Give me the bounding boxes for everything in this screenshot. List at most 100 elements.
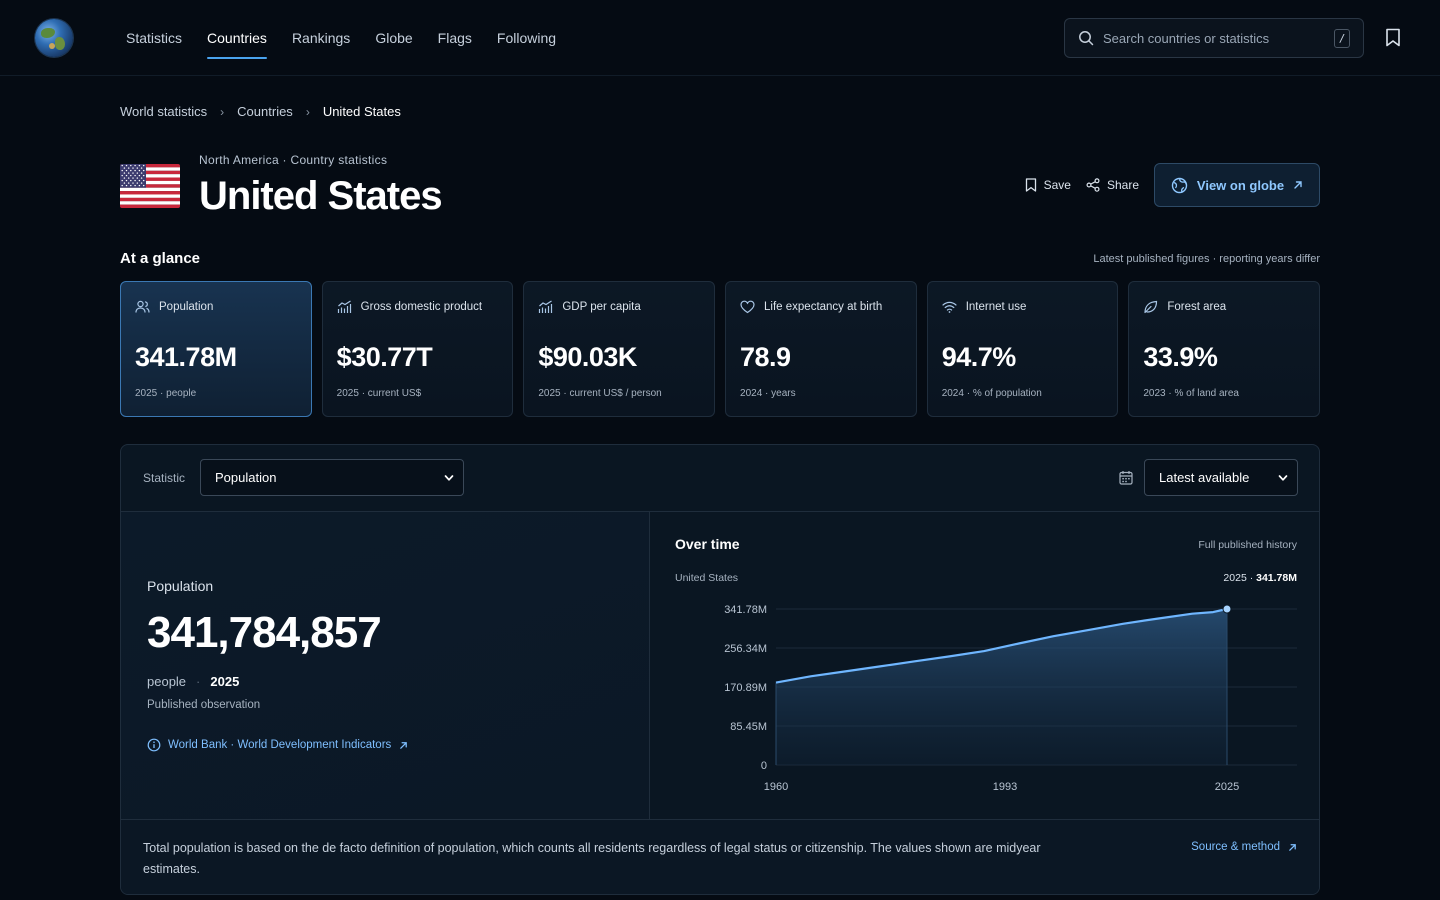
latest-value: 341.78M — [1256, 572, 1297, 584]
nav-link-rankings[interactable]: Rankings — [291, 30, 351, 46]
y-tick-label: 170.89M — [724, 682, 767, 694]
chevron-down-icon — [444, 475, 454, 481]
detail-unit: people — [147, 674, 187, 689]
over-time-title: Over time — [675, 536, 740, 552]
nav-link-following[interactable]: Following — [496, 30, 557, 46]
series-line — [775, 607, 1228, 684]
search-input[interactable] — [1103, 30, 1323, 46]
card-label: Gross domestic product — [360, 301, 483, 313]
page-subtitle: North America · Country statistics — [199, 153, 388, 167]
detail-label: Population — [147, 578, 214, 594]
detail-unit-line: people · 2025 — [147, 674, 239, 689]
bookmark-icon — [1025, 178, 1036, 192]
card-value: 78.9 — [740, 342, 791, 372]
nav-link-statistics[interactable]: Statistics — [126, 30, 183, 46]
statistic-select[interactable]: Population — [200, 459, 464, 496]
chevron-right-icon: › — [220, 104, 225, 119]
chart-country-label: United States — [675, 572, 739, 584]
series-area — [776, 609, 1227, 765]
detail-value: 341,784,857 — [147, 608, 382, 657]
search-box[interactable]: / — [1064, 18, 1364, 58]
nav-link-countries[interactable]: Countries — [207, 0, 267, 76]
stat-card-life-expectancy-at-birth[interactable]: Life expectancy at birth 78.9 2024 · years — [725, 281, 917, 417]
search-shortcut-key: / — [1334, 29, 1350, 48]
nav-link-globe[interactable]: Globe — [375, 30, 413, 46]
stat-card-internet-use[interactable]: Internet use 94.7% 2024 · % of population — [926, 281, 1119, 417]
statistic-select-value: Population — [215, 470, 277, 485]
y-tick-label: 256.34M — [724, 643, 767, 655]
card-label: Population — [159, 301, 214, 313]
share-icon — [1086, 178, 1100, 192]
arrow-up-right-icon — [400, 741, 408, 749]
breadcrumb-countries[interactable]: Countries — [237, 104, 293, 119]
globe-logo[interactable] — [35, 19, 73, 57]
over-time-section: Over time Full published history United … — [651, 512, 1319, 819]
bar-chart-icon — [337, 300, 361, 314]
nav-link-flags[interactable]: Flags — [437, 30, 472, 46]
population-chart: 0 85.45M 170.89M 256.34M 341.78M 1960 1993 2025 — [724, 604, 1297, 793]
bookmark-icon[interactable] — [1385, 28, 1401, 47]
source-method-label: Source & method — [1191, 841, 1280, 853]
stat-card-gdp-per-capita[interactable]: GDP per capita $90.03K 2025 · current US$ … — [523, 281, 716, 417]
breadcrumb: World statistics › Countries › United St… — [120, 104, 401, 119]
source-method-link[interactable]: Source & method — [1191, 841, 1297, 853]
save-button[interactable]: Save — [1025, 178, 1071, 192]
card-header: Life expectancy at birth — [740, 300, 882, 314]
nav-links: Statistics Countries Rankings Globe Flags Fol… — [126, 0, 581, 76]
info-icon — [147, 738, 161, 752]
card-label: Internet use — [965, 301, 1027, 313]
stat-cards: Population 341.78M 2025 · people Gross dome… — [120, 281, 1321, 417]
card-header: Forest area — [1143, 300, 1226, 314]
us-flag — [120, 164, 180, 208]
latest-point — [1222, 604, 1232, 614]
card-value: 33.9% — [1143, 342, 1218, 372]
glance-title: At a glance — [120, 250, 201, 267]
card-subtext: 2025 · current US$ / person — [538, 388, 662, 399]
save-label: Save — [1043, 178, 1071, 192]
card-subtext: 2025 · people — [135, 388, 197, 399]
page-title: United States — [199, 174, 443, 218]
search-icon — [1079, 31, 1094, 46]
statistic-panel: Statistic Population Latest available Po… — [120, 444, 1320, 895]
calendar-icon — [1119, 471, 1133, 485]
footnote-text: Total population is based on the de fact… — [143, 841, 1041, 876]
card-subtext: 2025 · current US$ — [336, 388, 422, 399]
card-header: Internet use — [942, 300, 1027, 314]
card-label: Forest area — [1167, 301, 1227, 313]
card-value: $90.03K — [538, 342, 637, 372]
detail-observation: Published observation — [147, 699, 261, 711]
period-select[interactable]: Latest available — [1144, 459, 1298, 496]
panel-footer: Total population is based on the de fact… — [121, 819, 1319, 894]
chevron-right-icon: › — [305, 104, 310, 119]
card-header: GDP per capita — [538, 300, 641, 314]
chart-latest-label: 2025 · 341.78M — [1223, 572, 1297, 584]
stat-card-population[interactable]: Population 341.78M 2025 · people — [120, 281, 312, 417]
separator-dot: · — [196, 674, 201, 689]
wifi-icon — [942, 300, 966, 314]
stat-card-gross-domestic-product[interactable]: Gross domestic product $30.77T 2025 · curr… — [321, 281, 514, 417]
x-tick-label: 2025 — [1215, 781, 1239, 793]
share-button[interactable]: Share — [1086, 178, 1139, 192]
arrow-up-right-icon — [1294, 181, 1302, 189]
globe-icon — [1171, 177, 1188, 193]
card-subtext: 2024 · years — [740, 388, 796, 399]
panel-header: Statistic Population Latest available — [121, 445, 1319, 512]
card-subtext: 2024 · % of population — [941, 388, 1042, 399]
leaf-icon — [1143, 300, 1167, 314]
over-time-note: Full published history — [1198, 539, 1297, 551]
y-tick-label: 0 — [761, 760, 767, 772]
x-tick-label: 1993 — [993, 781, 1017, 793]
header-actions: Save Share View on globe — [1025, 163, 1320, 207]
bar-chart-icon — [538, 300, 562, 314]
card-value: 341.78M — [135, 342, 237, 372]
y-tick-label: 341.78M — [724, 604, 767, 616]
card-header: Gross domestic product — [337, 300, 482, 314]
stat-card-forest-area[interactable]: Forest area 33.9% 2023 · % of land area — [1128, 281, 1321, 417]
glance-note: Latest published figures · reporting yea… — [1093, 253, 1320, 265]
breadcrumb-current: United States — [322, 104, 401, 119]
breadcrumb-world-statistics[interactable]: World statistics — [120, 104, 208, 119]
latest-year: 2025 — [1223, 572, 1247, 584]
view-on-globe-button[interactable]: View on globe — [1154, 163, 1320, 207]
source-link[interactable]: World Bank · World Development Indicator… — [147, 738, 415, 752]
card-value: $30.77T — [336, 342, 433, 372]
